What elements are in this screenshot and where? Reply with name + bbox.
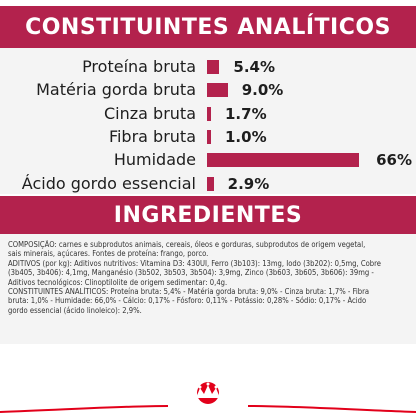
analytic-row: Matéria gorda bruta 9.0% [0, 79, 416, 101]
analytic-value: 1.7% [225, 104, 267, 123]
analytic-constituents-header: CONSTITUINTES ANALÍTICOS [0, 6, 416, 48]
composition-line: Aditivos tecnológicos: Clinoptilolite de… [8, 277, 228, 287]
composition-line: (3b405, 3b406): 4,1mg, Manganésio (3b502… [8, 268, 374, 278]
analytic-bar [207, 153, 359, 168]
composition-line: gordo essencial (ácido linoleico): 2,9%. [8, 305, 142, 315]
ingredients-title: INGREDIENTES [113, 202, 303, 228]
analytic-constituents-title: CONSTITUINTES ANALÍTICOS [25, 14, 391, 40]
analytic-row: Proteína bruta 5.4% [0, 56, 416, 78]
analytic-value: 9.0% [241, 81, 284, 100]
analytic-label: Cinza bruta [104, 103, 196, 123]
analytic-label: Matéria gorda bruta [36, 80, 196, 100]
composition-line: ADITIVOS (por kg): Aditivos nutritivos: … [8, 258, 381, 268]
composition-line: sais minerais, açúcares. Fontes de prote… [8, 249, 209, 259]
analytic-label: Fibra bruta [108, 126, 196, 146]
analytic-value: 5.4% [233, 58, 276, 76]
analytic-row: Humidade 66% [0, 149, 416, 171]
composition-line: bruta: 1,0% - Humidade: 66,0% - Cálcio: … [8, 296, 367, 306]
analytic-value: 66% [376, 151, 412, 170]
analytic-constituents-panel: Proteína bruta 5.4% Matéria gorda bruta 9.0… [0, 48, 416, 194]
brand-logo [0, 382, 416, 416]
analytic-row: Fibra bruta 1.0% [0, 126, 416, 148]
crown-logo-icon [0, 382, 416, 416]
analytic-bar [207, 83, 228, 98]
composition-line: CONSTITUINTES ANALÍTICOS: Proteína bruta… [8, 287, 370, 297]
analytic-label: Proteína bruta [82, 57, 196, 76]
analytic-value: 1.0% [225, 127, 267, 146]
analytic-value: 2.9% [227, 174, 270, 193]
analytic-bar [207, 60, 220, 74]
analytic-bar [207, 129, 211, 144]
analytic-row: Ácido gordo essencial 2.9% [0, 173, 416, 195]
analytic-label: Humidade [113, 150, 196, 170]
analytic-bar [207, 106, 211, 121]
analytic-bar [207, 176, 214, 191]
ingredients-panel [0, 234, 416, 344]
analytic-row: Cinza bruta 1.7% [0, 103, 416, 125]
ingredients-header: INGREDIENTES [0, 196, 416, 234]
composition-text: COMPOSIÇÃO: carnes e subprodutos animais… [8, 240, 412, 315]
composition-line: COMPOSIÇÃO: carnes e subprodutos animais… [8, 240, 366, 249]
analytic-label: Ácido gordo essencial [21, 173, 196, 193]
